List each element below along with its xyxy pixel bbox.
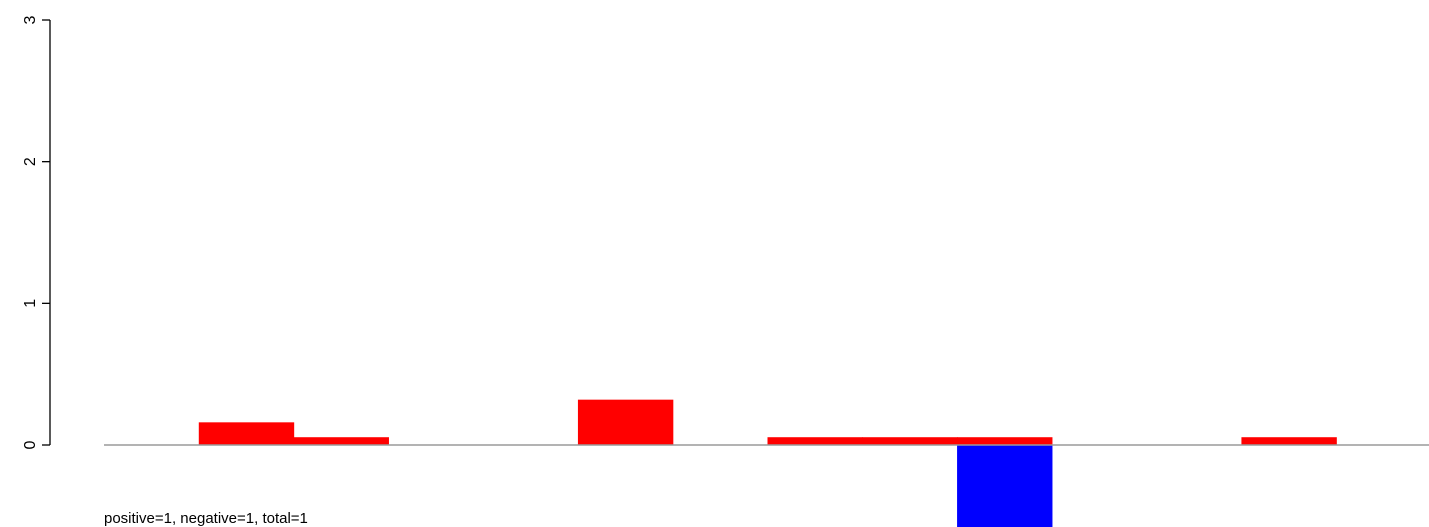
y-tick-label: 0 (22, 440, 39, 449)
summary-annotation: positive=1, negative=1, total=1 (104, 510, 308, 527)
positive-bar (1241, 437, 1337, 445)
positive-bar (577, 399, 674, 445)
y-tick-label: 2 (22, 157, 39, 166)
y-tick-label: 1 (22, 299, 39, 308)
bars (198, 399, 1337, 527)
positive-bar (767, 437, 863, 445)
positive-bar (862, 437, 958, 445)
y-axis: 0 1 2 3 (22, 15, 51, 449)
positive-bar (198, 422, 295, 445)
positive-bar (293, 437, 389, 445)
y-tick-label: 3 (22, 15, 39, 24)
negative-bar (957, 445, 1053, 527)
positive-bar (957, 437, 1053, 445)
